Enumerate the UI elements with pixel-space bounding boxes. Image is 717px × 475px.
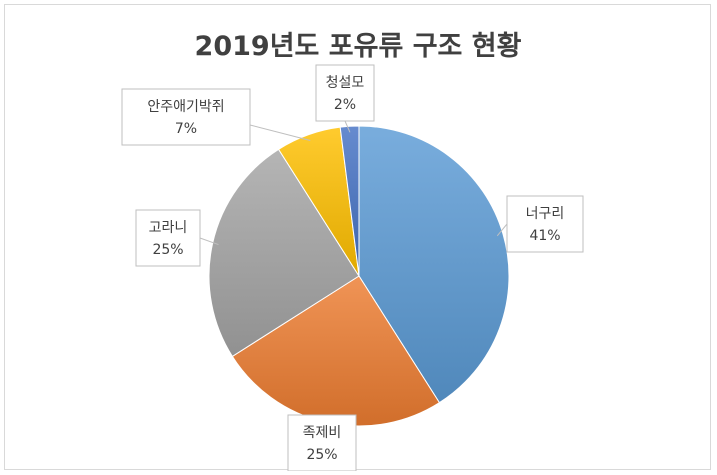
percent-label: 7% bbox=[175, 121, 197, 137]
percent-label: 41% bbox=[529, 228, 560, 244]
callout-box bbox=[506, 195, 584, 253]
callout-box bbox=[315, 64, 375, 122]
data-label-4: 안주애기박쥐 7% bbox=[121, 88, 251, 146]
leader-line-1 bbox=[496, 223, 508, 237]
callout-box bbox=[121, 88, 251, 146]
chart-frame: 2019년도 포유류 구조 현황 너구리 41% 족제비 25% 고라니 25% 안주애기박… bbox=[4, 4, 711, 471]
category-label: 청설모 bbox=[326, 75, 365, 91]
leader-line-3 bbox=[199, 237, 219, 246]
callout-box bbox=[135, 209, 201, 267]
pie-slices bbox=[208, 125, 510, 427]
category-label: 너구리 bbox=[526, 206, 565, 222]
category-label: 안주애기박쥐 bbox=[147, 99, 224, 115]
callout-box bbox=[287, 414, 357, 471]
data-label-1: 너구리 41% bbox=[506, 195, 584, 253]
percent-label: 2% bbox=[334, 97, 356, 113]
data-label-5: 청설모 2% bbox=[315, 64, 375, 122]
leader-line-5 bbox=[344, 120, 351, 133]
category-label: 족제비 bbox=[303, 425, 342, 441]
chart-title: 2019년도 포유류 구조 현황 bbox=[195, 31, 522, 62]
leader-line-4 bbox=[249, 124, 311, 141]
data-label-callouts: 너구리 41% 족제비 25% 고라니 25% 안주애기박쥐 7% 청설모 2% bbox=[121, 64, 584, 471]
pie-slice-5 bbox=[339, 125, 360, 277]
percent-label: 25% bbox=[306, 447, 337, 463]
data-label-2: 족제비 25% bbox=[287, 414, 357, 471]
pie-chart: 2019년도 포유류 구조 현황 너구리 41% 족제비 25% 고라니 25% 안주애기박… bbox=[121, 31, 584, 471]
pie-slice-3 bbox=[208, 148, 360, 358]
percent-label: 25% bbox=[152, 242, 183, 258]
pie-slice-1 bbox=[358, 125, 510, 404]
category-label: 고라니 bbox=[149, 220, 188, 236]
data-label-3: 고라니 25% bbox=[135, 209, 201, 267]
